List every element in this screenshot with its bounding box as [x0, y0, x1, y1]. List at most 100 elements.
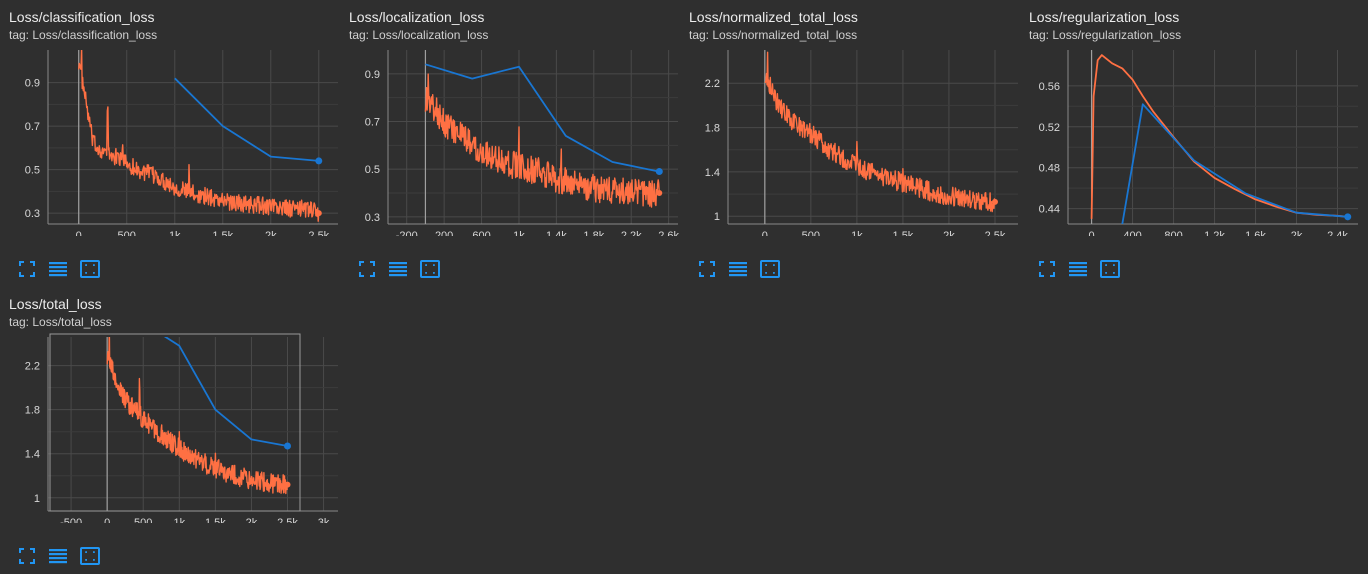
fullscreen-icon: [19, 261, 35, 277]
x-tick-label: 1.6k: [1245, 230, 1266, 236]
chart-title: Loss/localization_loss: [349, 9, 485, 25]
toggle-lines-button[interactable]: [1068, 259, 1088, 279]
toggle-lines-icon: [1069, 262, 1087, 277]
fit-domain-button[interactable]: [80, 259, 100, 279]
y-tick-label: 0.5: [25, 165, 40, 177]
x-tick-label: 0: [1089, 230, 1095, 236]
fullscreen-icon: [359, 261, 375, 277]
toggle-lines-button[interactable]: [48, 259, 68, 279]
fit-domain-button[interactable]: [80, 546, 100, 566]
toggle-lines-button[interactable]: [48, 546, 68, 566]
grid-lines: [1068, 50, 1358, 224]
fullscreen-button[interactable]: [357, 259, 377, 279]
chart-plot[interactable]: 0 500 1k 1.5k 2k 2.5k 0.3 0.5 0.7 0.9: [0, 44, 340, 236]
x-tick-label: 2.5k: [985, 230, 1006, 236]
y-tick-label: 1.8: [705, 123, 720, 135]
y-tick-label: 0.7: [25, 121, 40, 133]
raw-last-point-marker: [315, 210, 322, 217]
x-tick-label: 500: [802, 230, 820, 236]
x-tick-label: 1.5k: [212, 230, 233, 236]
chart-tag: tag: Loss/total_loss: [9, 315, 112, 329]
y-tick-label: 0.3: [365, 212, 380, 224]
chart-plot[interactable]: -500 0 500 1k 1.5k 2k 2.5k 3k 1 1.4 1.8 2.2: [0, 331, 340, 523]
last-point-marker: [315, 157, 323, 165]
fit-domain-icon: [420, 260, 440, 278]
toggle-lines-icon: [729, 262, 747, 277]
smoothed-series-line: [174, 77, 319, 162]
grid-lines: [48, 337, 338, 511]
x-tick-label: 1k: [173, 517, 185, 523]
y-tick-label: 0.7: [365, 117, 380, 129]
raw-last-point-marker: [656, 190, 663, 197]
fit-domain-icon: [760, 260, 780, 278]
y-tick-label: 0.9: [25, 78, 40, 90]
chart-title: Loss/total_loss: [9, 296, 102, 312]
fullscreen-button[interactable]: [1037, 259, 1057, 279]
selection-frame: [49, 333, 301, 512]
x-tick-label: 2.2k: [621, 230, 642, 236]
toggle-lines-button[interactable]: [728, 259, 748, 279]
chart-title: Loss/regularization_loss: [1029, 9, 1180, 25]
x-tick-label: 2k: [943, 230, 955, 236]
x-tick-label: -200: [396, 230, 418, 236]
x-tick-label: 2.4k: [1327, 230, 1348, 236]
toggle-lines-button[interactable]: [388, 259, 408, 279]
x-tick-label: 1k: [169, 230, 181, 236]
x-tick-label: 1.8k: [583, 230, 604, 236]
chart-tag: tag: Loss/regularization_loss: [1029, 28, 1182, 42]
raw-last-point-marker: [991, 198, 998, 205]
x-tick-label: 0: [76, 230, 82, 236]
x-tick-label: 1.4k: [546, 230, 567, 236]
grid-lines: [388, 50, 678, 224]
x-tick-label: 0: [762, 230, 768, 236]
chart-tag: tag: Loss/localization_loss: [349, 28, 489, 42]
smoothed-series-line: [425, 63, 660, 173]
x-tick-label: 2k: [1291, 230, 1303, 236]
x-tick-label: 800: [1164, 230, 1182, 236]
y-tick-label: 0.56: [1039, 81, 1060, 93]
y-tick-label: 0.3: [25, 208, 40, 220]
y-tick-label: 0.5: [365, 164, 380, 176]
chart-card-normalized-total-loss: Loss/normalized_total_loss tag: Loss/nor…: [680, 0, 1020, 287]
raw-series-line: [764, 51, 996, 213]
raw-series-line: [1090, 54, 1348, 219]
fullscreen-button[interactable]: [697, 259, 717, 279]
x-tick-label: 2k: [265, 230, 277, 236]
smoothed-series-line: [1121, 103, 1348, 224]
x-tick-label: 2k: [246, 517, 258, 523]
y-tick-label: 2.2: [25, 361, 40, 373]
fullscreen-icon: [1039, 261, 1055, 277]
smoothed-series-line: [163, 337, 288, 447]
x-tick-label: 500: [118, 230, 136, 236]
chart-card-total-loss: Loss/total_loss tag: Loss/total_loss -50…: [0, 287, 340, 574]
fit-domain-button[interactable]: [1100, 259, 1120, 279]
fullscreen-icon: [699, 261, 715, 277]
x-tick-label: 2.5k: [308, 230, 329, 236]
fullscreen-button[interactable]: [17, 259, 37, 279]
x-tick-label: 0: [104, 517, 110, 523]
y-tick-label: 2.2: [705, 78, 720, 90]
fit-domain-button[interactable]: [760, 259, 780, 279]
fullscreen-button[interactable]: [17, 546, 37, 566]
y-tick-label: 1.4: [705, 167, 720, 179]
raw-series-line: [424, 73, 660, 208]
x-tick-label: 1k: [851, 230, 863, 236]
chart-tag: tag: Loss/normalized_total_loss: [689, 28, 858, 42]
raw-series-line: [78, 50, 320, 222]
last-point-marker: [655, 168, 663, 176]
chart-plot[interactable]: -200 200 600 1k 1.4k 1.8k 2.2k 2.6k 0.3 0.5 0.7 0.9: [340, 44, 680, 236]
fit-domain-button[interactable]: [420, 259, 440, 279]
chart-plot[interactable]: 0 400 800 1.2k 1.6k 2k 2.4k 0.44 0.48 0.52 0.56: [1020, 44, 1360, 236]
toggle-lines-icon: [389, 262, 407, 277]
toggle-lines-icon: [49, 549, 67, 564]
y-tick-label: 1.4: [25, 449, 40, 461]
fit-domain-icon: [80, 547, 100, 565]
x-tick-label: 500: [134, 517, 152, 523]
fit-domain-icon: [1100, 260, 1120, 278]
x-tick-label: 600: [472, 230, 490, 236]
x-tick-label: 3k: [318, 517, 330, 523]
y-tick-label: 0.44: [1039, 204, 1060, 216]
chart-plot[interactable]: 0 500 1k 1.5k 2k 2.5k 1 1.4 1.8 2.2: [680, 44, 1020, 236]
y-tick-label: 0.9: [365, 69, 380, 81]
chart-tag: tag: Loss/classification_loss: [9, 28, 158, 42]
